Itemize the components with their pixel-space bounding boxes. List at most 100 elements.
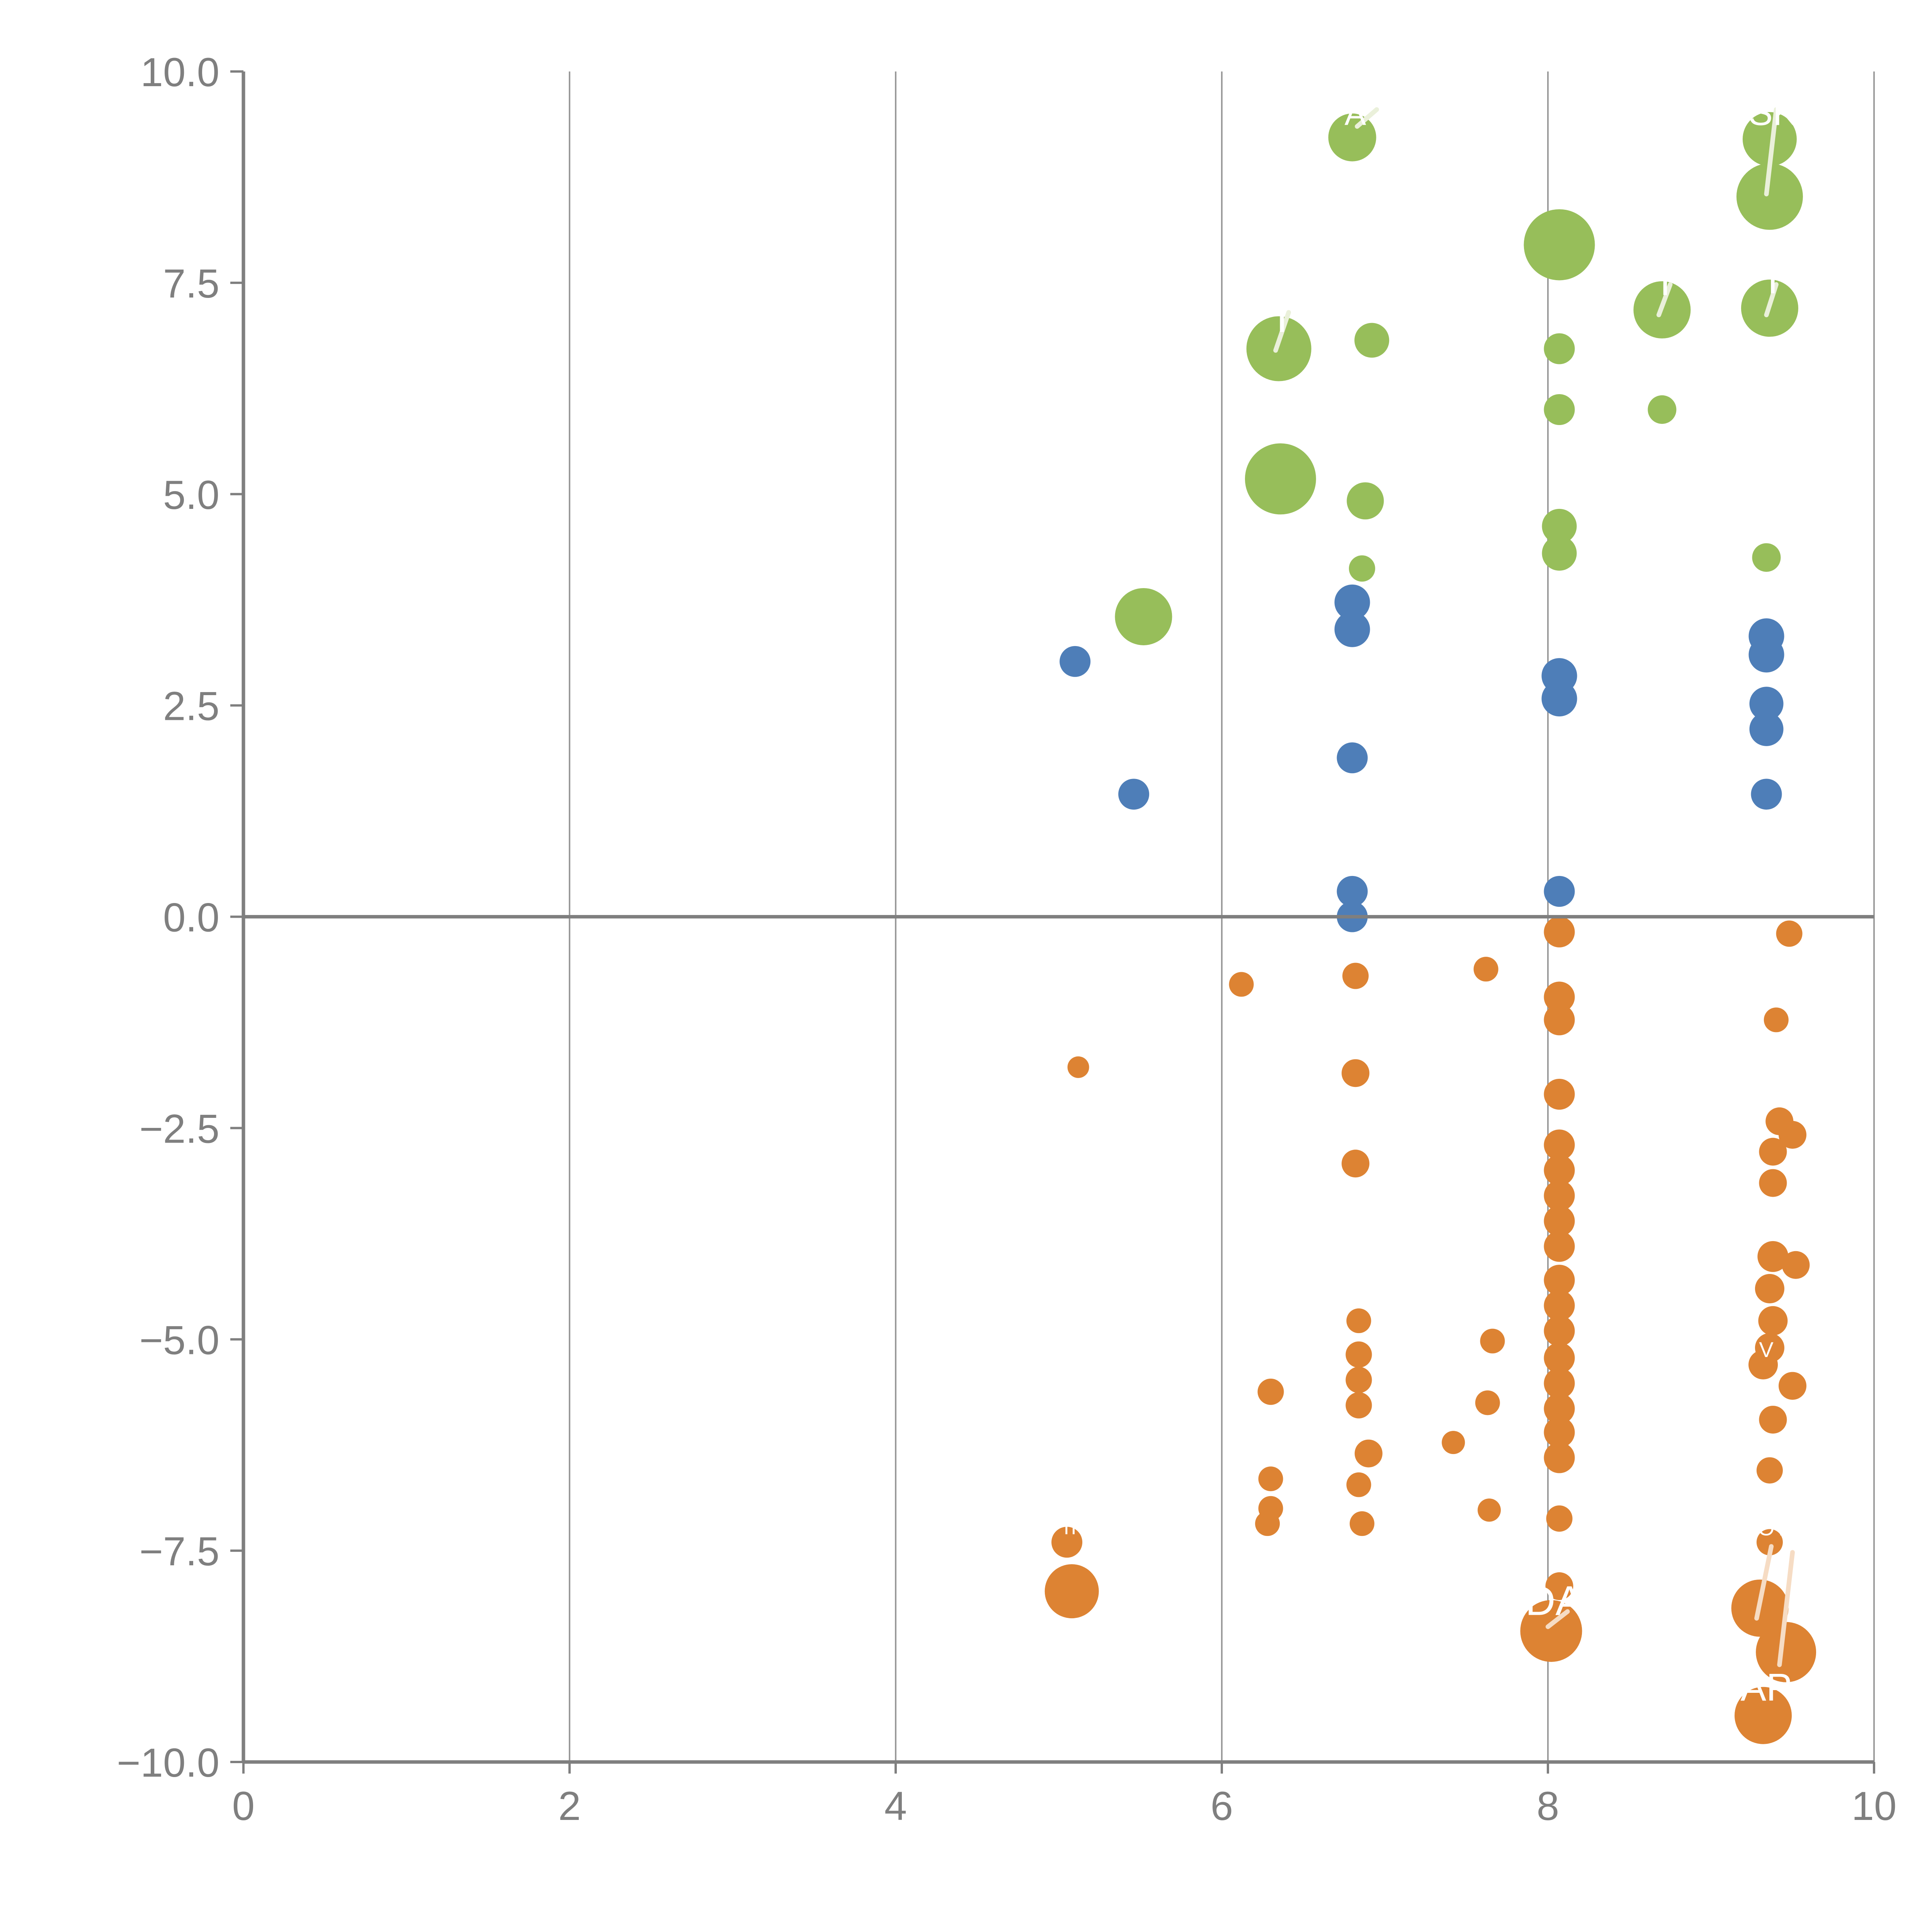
x-axis-ticks: 0 2 4 6 8 10	[232, 1762, 1896, 1829]
y-axis-ticks: 10.0 7.5 5.0 2.5 0.0 −2.5 −5.0 −7.5 −10.0	[117, 50, 243, 1786]
bubble-marker-orange	[1544, 1206, 1575, 1236]
bubble-label: OT	[1758, 1516, 1788, 1540]
y-tick-label: 10.0	[141, 50, 219, 95]
bubble-marker-orange	[1345, 1341, 1372, 1368]
bubble-marker-green	[1742, 112, 1797, 166]
bubble-marker-orange	[1258, 1466, 1283, 1492]
bubble-marker-orange	[1342, 1150, 1370, 1178]
bubble-marker-orange	[1544, 1180, 1575, 1211]
callout-line	[1355, 107, 1379, 129]
bubble-marker-orange	[1544, 1004, 1575, 1036]
callout-line	[1764, 282, 1779, 317]
bubble-marker-green	[1524, 209, 1595, 281]
bubble-marker-blue	[1337, 876, 1368, 907]
bubble-marker-orange	[1759, 1138, 1787, 1166]
bubble-marker-orange	[1354, 1439, 1383, 1468]
bubble-marker-orange	[1544, 1231, 1575, 1262]
bubble-marker-orange	[1346, 1308, 1371, 1333]
bubble-marker-orange	[1480, 1328, 1505, 1354]
bubble-label: n	[1064, 1514, 1076, 1539]
bubble-marker-orange	[1349, 1511, 1374, 1536]
bubble-marker-orange	[1544, 1315, 1575, 1347]
bubble-marker-orange	[1759, 1406, 1787, 1434]
x-tick-label: 4	[884, 1784, 907, 1829]
x-tick-label: 6	[1211, 1784, 1233, 1829]
y-tick-label: −7.5	[139, 1529, 219, 1574]
bubble-marker-green	[1542, 509, 1577, 544]
bubble-marker-green	[1347, 482, 1384, 520]
bubble-marker-orange	[1346, 1472, 1371, 1497]
bubble-marker-blue	[1749, 687, 1784, 721]
bubble-marker-orange	[1756, 1457, 1783, 1484]
y-tick-label: 7.5	[163, 261, 219, 306]
bubble-marker-green	[1354, 323, 1389, 358]
bubble-marker-orange	[1546, 1505, 1573, 1532]
bubble-marker-blue	[1334, 584, 1370, 620]
bubble-marker-orange	[1779, 1372, 1806, 1400]
x-tick-label: 2	[558, 1784, 581, 1829]
bubble-markers	[1044, 112, 1816, 1744]
bubble-marker-orange	[1544, 1129, 1575, 1161]
x-tick-label: 8	[1537, 1784, 1559, 1829]
bubble-marker-orange	[1544, 1265, 1575, 1296]
callout-line	[1273, 310, 1291, 353]
bubble-marker-orange	[1255, 1511, 1280, 1536]
bubble-label: I	[1276, 294, 1288, 341]
bubble-marker-orange	[1544, 1393, 1575, 1424]
bubble-marker-orange	[1779, 1121, 1806, 1149]
bubble-marker-green	[1246, 316, 1311, 381]
bubble-marker-green	[1349, 555, 1375, 582]
callout-line	[1777, 1550, 1795, 1667]
bubble-marker-blue	[1334, 611, 1370, 647]
bubble-marker-orange	[1755, 1274, 1784, 1303]
bubble-marker-orange	[1342, 1059, 1370, 1087]
bubble-marker-orange	[1735, 1687, 1792, 1744]
bubble-marker-orange	[1758, 1306, 1788, 1336]
bubble-marker-green	[1328, 113, 1376, 162]
bubble-marker-green	[1544, 394, 1575, 425]
callout-leader-lines	[1273, 107, 1795, 1667]
y-tick-label: 0.0	[163, 895, 219, 940]
bubble-marker-blue	[1749, 712, 1784, 746]
bubble-marker-orange	[1067, 1056, 1089, 1078]
bubble-marker-green	[1115, 588, 1172, 645]
bubble-marker-orange	[1044, 1564, 1099, 1619]
callout-line	[1546, 1609, 1570, 1629]
callout-line	[1754, 1544, 1774, 1621]
bubble-marker-orange	[1756, 1622, 1816, 1682]
bubble-marker-orange	[1544, 1368, 1575, 1399]
bubble-marker-blue	[1060, 646, 1091, 677]
bubble-marker-orange	[1544, 1078, 1575, 1110]
bubble-marker-orange	[1473, 957, 1498, 982]
label-layer: A SK I I I V OT n DA AP	[1064, 92, 1797, 1709]
bubble-marker-green	[1752, 543, 1781, 572]
bubble-marker-green	[1544, 333, 1575, 364]
bubble-marker-orange	[1345, 1367, 1372, 1393]
bubble-marker-orange	[1544, 981, 1575, 1013]
bubble-label: V	[1759, 1337, 1774, 1362]
bubble-marker-orange	[1520, 1600, 1582, 1662]
bubble-marker-orange	[1442, 1431, 1465, 1454]
bubble-label: SK	[1748, 92, 1797, 133]
bubble-marker-orange	[1229, 972, 1254, 997]
bubble-marker-green	[1736, 163, 1803, 230]
bubble-label: AP	[1740, 1666, 1792, 1709]
bubble-marker-orange	[1756, 1529, 1783, 1556]
bubble-marker-orange	[1345, 1392, 1372, 1418]
bubble-marker-orange	[1776, 920, 1803, 947]
bubble-marker-orange	[1544, 916, 1575, 947]
bubble-marker-green	[1648, 395, 1677, 424]
bubble-marker-blue	[1748, 637, 1784, 673]
bubble-marker-orange	[1757, 1241, 1789, 1272]
x-tick-label: 0	[232, 1784, 255, 1829]
bubble-marker-green	[1542, 536, 1577, 571]
bubble-marker-orange	[1257, 1378, 1284, 1405]
bubble-marker-green	[1245, 443, 1316, 515]
y-tick-label: −10.0	[117, 1740, 219, 1786]
bubble-marker-orange	[1764, 1007, 1789, 1032]
bubble-label: DA	[1525, 1577, 1583, 1624]
bubble-marker-orange	[1545, 1572, 1573, 1600]
bubble-marker-blue	[1337, 742, 1368, 774]
